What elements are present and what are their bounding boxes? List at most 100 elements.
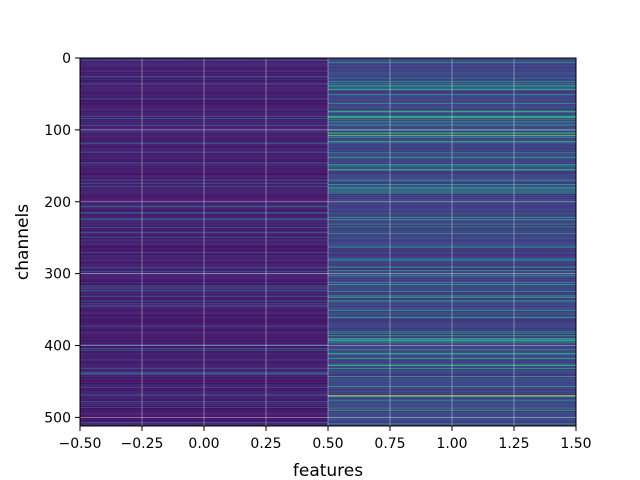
- heatmap-cell: [80, 250, 328, 253]
- heatmap-cell: [80, 169, 328, 171]
- heatmap-cell: [328, 320, 576, 322]
- heatmap-cell: [80, 358, 328, 360]
- heatmap-cell: [80, 291, 328, 293]
- heatmap-cell: [328, 198, 576, 200]
- heatmap-cell: [80, 168, 328, 170]
- heatmap-cell: [80, 279, 328, 281]
- heatmap-cell: [328, 327, 576, 330]
- heatmap-cell: [328, 174, 576, 176]
- heatmap-cell: [80, 299, 328, 301]
- heatmap-cell: [80, 123, 328, 125]
- heatmap-cell: [80, 59, 328, 61]
- heatmap-cell: [328, 64, 576, 66]
- heatmap-cell: [328, 252, 576, 254]
- heatmap-cell: [328, 349, 576, 351]
- heatmap-cell: [328, 111, 576, 113]
- heatmap-cell: [80, 208, 328, 210]
- heatmap-cell: [328, 266, 576, 268]
- heatmap-cell: [80, 266, 328, 268]
- heatmap-cell: [328, 263, 576, 265]
- heatmap-cell: [328, 126, 576, 128]
- heatmap-cell: [80, 299, 328, 301]
- heatmap-cell: [328, 148, 576, 151]
- heatmap-cell: [80, 315, 328, 317]
- heatmap-cell: [328, 316, 576, 318]
- heatmap-cell: [80, 91, 328, 93]
- heatmap-cell: [80, 95, 328, 97]
- heatmap-cell: [80, 419, 328, 422]
- heatmap-cell: [328, 138, 576, 140]
- heatmap-cell: [328, 196, 576, 198]
- heatmap-cell: [80, 268, 328, 271]
- heatmap-cell: [80, 302, 328, 304]
- heatmap-cell: [80, 70, 328, 72]
- heatmap-cell: [328, 330, 576, 332]
- heatmap-cell: [80, 215, 328, 217]
- heatmap-cell: [328, 353, 576, 355]
- heatmap-cell: [80, 283, 328, 285]
- heatmap-cell: [328, 255, 576, 257]
- heatmap-cell: [80, 414, 328, 416]
- heatmap-cell: [328, 417, 576, 419]
- heatmap-cell: [80, 356, 328, 358]
- heatmap-cell: [328, 271, 576, 273]
- heatmap-cell: [80, 160, 328, 162]
- heatmap-cell: [328, 121, 576, 123]
- heatmap-cell: [328, 288, 576, 290]
- heatmap-cell: [328, 229, 576, 231]
- heatmap-cell: [80, 184, 328, 186]
- heatmap-cell: [328, 283, 576, 285]
- heatmap-cell: [328, 243, 576, 245]
- heatmap-cell: [328, 340, 576, 342]
- heatmap-cell: [80, 114, 328, 116]
- heatmap-cell: [80, 330, 328, 332]
- heatmap-cell: [328, 165, 576, 167]
- heatmap-cell: [80, 151, 328, 153]
- heatmap-cell: [80, 89, 328, 91]
- x-tick-label: 0.50: [312, 436, 343, 452]
- heatmap-cell: [80, 153, 328, 156]
- heatmap-cell: [80, 87, 328, 89]
- heatmap-cell: [80, 141, 328, 143]
- heatmap-cell: [80, 113, 328, 115]
- heatmap-cell: [80, 281, 328, 284]
- heatmap-cell: [328, 337, 576, 340]
- heatmap-cell: [80, 361, 328, 363]
- heatmap-cell: [80, 159, 328, 161]
- heatmap-cell: [80, 140, 328, 142]
- y-tick-label: 0: [62, 51, 71, 67]
- heatmap-cell: [328, 78, 576, 80]
- heatmap-cell: [80, 174, 328, 176]
- heatmap-cell: [328, 95, 576, 97]
- heatmap-cell: [328, 404, 576, 406]
- heatmap-cell: [80, 60, 328, 62]
- heatmap-cell: [328, 366, 576, 368]
- heatmap-cell: [328, 391, 576, 393]
- heatmap-cell: [328, 103, 576, 105]
- heatmap-cell: [80, 182, 328, 184]
- heatmap-cell: [80, 229, 328, 231]
- heatmap-cell: [328, 77, 576, 79]
- heatmap-cell: [80, 294, 328, 296]
- heatmap-cell: [80, 325, 328, 327]
- heatmap-cell: [328, 84, 576, 86]
- heatmap-cell: [328, 307, 576, 309]
- y-tick-label: 100: [44, 123, 71, 139]
- heatmap-cell: [328, 361, 576, 363]
- heatmap-cell: [328, 120, 576, 123]
- heatmap-cell: [80, 177, 328, 179]
- heatmap-cell: [328, 279, 576, 281]
- heatmap-cell: [328, 100, 576, 102]
- heatmap-cell: [80, 94, 328, 96]
- heatmap-cell: [80, 282, 328, 284]
- heatmap-cell: [328, 367, 576, 369]
- heatmap-cell: [328, 285, 576, 287]
- heatmap-cell: [328, 95, 576, 97]
- heatmap-cell: [80, 320, 328, 322]
- heatmap-cell: [80, 169, 328, 171]
- heatmap-cell: [328, 92, 576, 94]
- heatmap-cell: [80, 314, 328, 316]
- heatmap-cell: [328, 412, 576, 414]
- heatmap-cell: [80, 132, 328, 134]
- heatmap-cell: [80, 76, 328, 78]
